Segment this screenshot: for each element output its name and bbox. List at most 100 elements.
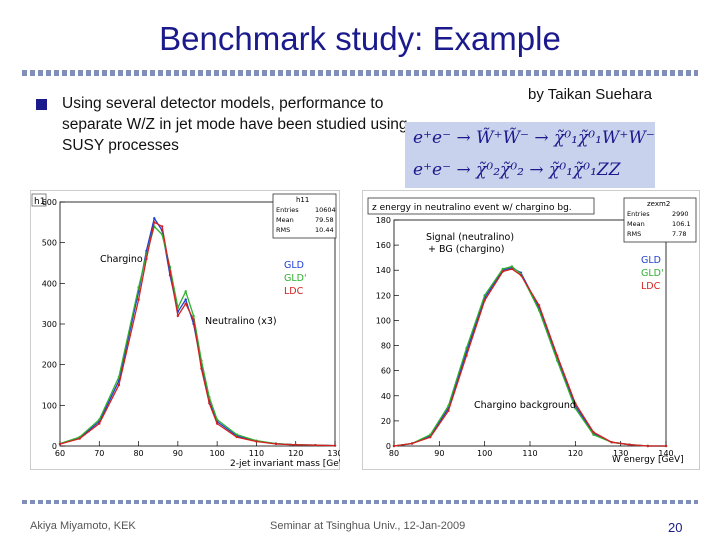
data-point: [501, 270, 504, 273]
data-point: [510, 265, 514, 268]
data-point: [392, 444, 396, 448]
y-tick-label-2: 140: [376, 266, 391, 275]
data-point: [255, 440, 258, 443]
data-point: [137, 286, 140, 289]
y-tick-label-1: 400: [42, 279, 57, 288]
data-point: [235, 435, 238, 439]
data-point: [646, 444, 650, 448]
data-point: [200, 367, 203, 370]
legend-gldprime-2: GLD': [641, 268, 664, 279]
y-tick-label-2: 0: [386, 442, 391, 451]
author-credit: by Taikan Suehara: [528, 86, 652, 103]
bullet-square-icon: [36, 99, 47, 110]
data-point: [592, 430, 595, 434]
x-axis-label-2: W energy [GeV]: [612, 455, 684, 465]
data-point: [192, 314, 195, 318]
data-point: [465, 354, 468, 357]
y-tick-label-1: 100: [42, 401, 57, 410]
x-tick-label-2: 130: [613, 449, 628, 458]
legend-gld-1: GLD: [284, 260, 304, 271]
annotation-neutralino: Neutralino (x3): [205, 316, 277, 327]
y-tick-label-1: 600: [42, 198, 57, 207]
svg-text:Entries: Entries: [627, 210, 650, 218]
footer-divider: [22, 500, 698, 504]
y-tick-label-2: 20: [381, 417, 391, 426]
data-point: [537, 309, 541, 312]
data-point: [98, 418, 101, 421]
stats-name-1: h11: [296, 196, 309, 204]
data-point: [410, 442, 414, 445]
stats-entries-1: 10604: [315, 206, 336, 214]
annotation-signal: Signal (neutralino): [426, 232, 514, 243]
y-tick-label-1: 500: [42, 239, 57, 248]
y-tick-label-2: 180: [376, 216, 391, 225]
data-point: [447, 404, 450, 408]
x-tick-label-2: 100: [477, 449, 492, 458]
x-tick-label-2: 110: [522, 449, 537, 458]
energy-plot: z energy in neutralino event w/ chargino…: [362, 190, 700, 470]
data-point: [168, 269, 172, 273]
x-tick-label-1: 110: [249, 449, 264, 458]
data-point: [176, 306, 180, 309]
data-point: [137, 298, 140, 301]
x-tick-label-1: 120: [288, 449, 303, 458]
bullet-text: Using several detector models, performan…: [62, 95, 408, 154]
y-tick-label-2: 120: [376, 291, 391, 300]
legend-ldc-1: LDC: [284, 286, 304, 297]
data-point: [98, 422, 101, 425]
y-tick-label-2: 40: [381, 392, 391, 401]
legend-ldc-2: LDC: [641, 281, 661, 292]
data-point: [429, 436, 432, 439]
annotation-chargino: Chargino: [100, 254, 143, 265]
stats-mean-2: 106.1: [672, 220, 691, 228]
data-point: [274, 442, 278, 446]
data-point: [184, 298, 187, 301]
y-tick-label-2: 60: [381, 367, 391, 376]
page-number: 20: [668, 520, 683, 535]
x-tick-label-1: 70: [94, 449, 104, 458]
x-tick-label-2: 140: [658, 449, 673, 458]
stats-rms-1: 10.44: [315, 226, 334, 234]
equation-2: e⁺e⁻ → χ̃⁰₂χ̃⁰₂ → χ̃⁰₁χ̃⁰₁ZZ: [413, 160, 621, 180]
data-point: [465, 346, 468, 350]
data-point: [556, 354, 559, 357]
stats-name-2: zexm2: [647, 200, 670, 208]
svg-text:Mean: Mean: [276, 216, 294, 224]
plot-title-2: z energy in neutralino event w/ chargino…: [372, 203, 572, 213]
x-tick-label-1: 90: [173, 449, 183, 458]
data-point: [160, 225, 164, 228]
x-tick-label-1: 60: [55, 449, 65, 458]
footer-presenter: Akiya Miyamoto, KEK: [30, 520, 136, 532]
y-tick-label-2: 80: [381, 342, 391, 351]
data-point: [78, 437, 81, 440]
data-point: [664, 444, 668, 448]
data-point: [483, 294, 486, 297]
data-point: [160, 233, 164, 236]
data-point: [176, 314, 180, 318]
energy-histogram-svg: z energy in neutralino event w/ chargino…: [362, 190, 700, 470]
x-tick-label-2: 80: [389, 449, 399, 458]
data-point: [153, 221, 156, 224]
x-tick-label-2: 120: [568, 449, 583, 458]
slide-title: Benchmark study: Example: [159, 20, 561, 57]
y-tick-label-1: 300: [42, 320, 57, 329]
data-point: [235, 433, 238, 436]
annotation-bg: + BG (chargino): [428, 244, 504, 255]
data-point: [519, 274, 523, 277]
svg-text:Entries: Entries: [276, 206, 299, 214]
data-point: [510, 267, 514, 271]
x-tick-label-1: 130: [327, 449, 340, 458]
x-tick-label-2: 90: [434, 449, 444, 458]
data-point: [574, 402, 577, 405]
data-point: [215, 422, 219, 425]
data-point: [628, 443, 631, 446]
y-tick-label-1: 0: [52, 442, 57, 451]
mass-plot: h1 60 70 80 90 100 110 120 130 0 100 200 300 400 500 6…: [30, 190, 348, 470]
data-point: [145, 257, 148, 261]
y-tick-label-1: 200: [42, 361, 57, 370]
data-point: [592, 433, 595, 436]
data-point: [537, 304, 541, 307]
data-point: [184, 302, 187, 305]
svg-text:RMS: RMS: [276, 226, 290, 234]
y-tick-label-2: 100: [376, 316, 391, 325]
